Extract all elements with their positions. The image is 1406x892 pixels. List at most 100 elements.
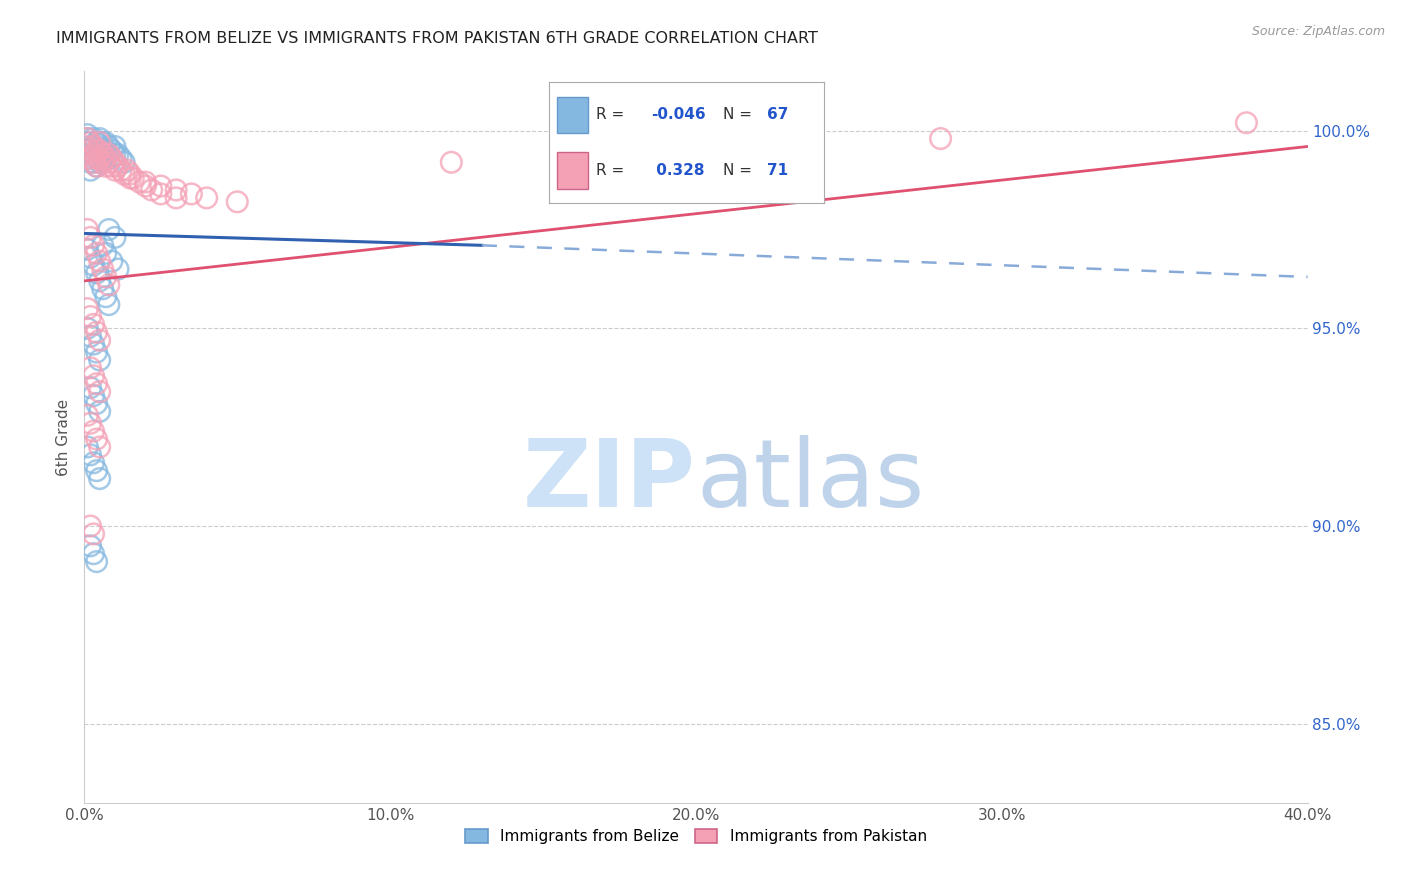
Point — [76, 136, 98, 150]
Point — [86, 555, 108, 569]
Point — [97, 222, 120, 236]
Point — [79, 147, 101, 161]
Point — [141, 183, 163, 197]
Point — [79, 448, 101, 462]
Point — [94, 290, 117, 304]
Point — [91, 282, 114, 296]
Point — [101, 152, 124, 166]
Point — [97, 155, 120, 169]
Point — [83, 238, 105, 252]
Point — [128, 175, 150, 189]
Point — [83, 155, 105, 169]
Point — [94, 152, 117, 166]
Point — [76, 147, 98, 161]
Point — [86, 345, 108, 359]
Point — [104, 139, 127, 153]
Point — [83, 527, 105, 541]
Point — [97, 147, 120, 161]
Point — [101, 152, 124, 166]
Point — [76, 242, 98, 256]
Point — [104, 230, 127, 244]
Point — [83, 139, 105, 153]
Point — [104, 163, 127, 178]
Point — [94, 269, 117, 284]
Y-axis label: 6th Grade: 6th Grade — [56, 399, 72, 475]
Text: atlas: atlas — [696, 435, 924, 527]
Point — [89, 254, 111, 268]
Point — [83, 388, 105, 402]
Point — [115, 163, 138, 178]
Point — [79, 310, 101, 324]
Point — [76, 128, 98, 142]
Point — [76, 139, 98, 153]
Point — [79, 136, 101, 150]
Point — [76, 321, 98, 335]
Point — [79, 250, 101, 264]
Point — [83, 147, 105, 161]
Point — [101, 144, 124, 158]
Point — [97, 139, 120, 153]
Point — [94, 246, 117, 260]
Point — [91, 155, 114, 169]
Point — [83, 318, 105, 332]
Point — [149, 186, 172, 201]
Point — [86, 464, 108, 478]
Point — [79, 416, 101, 430]
Point — [104, 155, 127, 169]
Point — [89, 136, 111, 150]
Point — [107, 159, 129, 173]
Point — [83, 368, 105, 383]
Point — [86, 152, 108, 166]
Point — [195, 191, 218, 205]
Point — [79, 360, 101, 375]
Point — [83, 131, 105, 145]
Point — [1236, 116, 1258, 130]
Point — [86, 144, 108, 158]
Point — [122, 171, 145, 186]
Point — [91, 144, 114, 158]
Point — [79, 519, 101, 533]
Point — [83, 147, 105, 161]
Point — [120, 167, 142, 181]
Point — [86, 136, 108, 150]
Point — [97, 298, 120, 312]
Point — [79, 230, 101, 244]
Point — [83, 337, 105, 351]
Point — [91, 136, 114, 150]
Point — [76, 301, 98, 316]
Point — [91, 262, 114, 277]
Point — [76, 131, 98, 145]
Point — [149, 179, 172, 194]
Point — [79, 155, 101, 169]
Point — [107, 262, 129, 277]
Point — [120, 171, 142, 186]
Point — [83, 456, 105, 470]
Text: IMMIGRANTS FROM BELIZE VS IMMIGRANTS FROM PAKISTAN 6TH GRADE CORRELATION CHART: IMMIGRANTS FROM BELIZE VS IMMIGRANTS FRO… — [56, 31, 818, 46]
Point — [89, 384, 111, 399]
Point — [89, 440, 111, 454]
Point — [79, 163, 101, 178]
Point — [86, 326, 108, 340]
Point — [101, 159, 124, 173]
Point — [83, 139, 105, 153]
Point — [86, 159, 108, 173]
Point — [83, 258, 105, 272]
Point — [89, 144, 111, 158]
Point — [79, 539, 101, 553]
Point — [91, 147, 114, 161]
Point — [83, 424, 105, 438]
Point — [101, 254, 124, 268]
Point — [110, 163, 132, 178]
Point — [107, 147, 129, 161]
Point — [112, 167, 135, 181]
Point — [112, 155, 135, 169]
Point — [79, 381, 101, 395]
Point — [440, 155, 463, 169]
Point — [76, 131, 98, 145]
Point — [135, 179, 157, 194]
Point — [86, 152, 108, 166]
Point — [110, 152, 132, 166]
Point — [79, 152, 101, 166]
Point — [89, 404, 111, 418]
Point — [86, 396, 108, 410]
